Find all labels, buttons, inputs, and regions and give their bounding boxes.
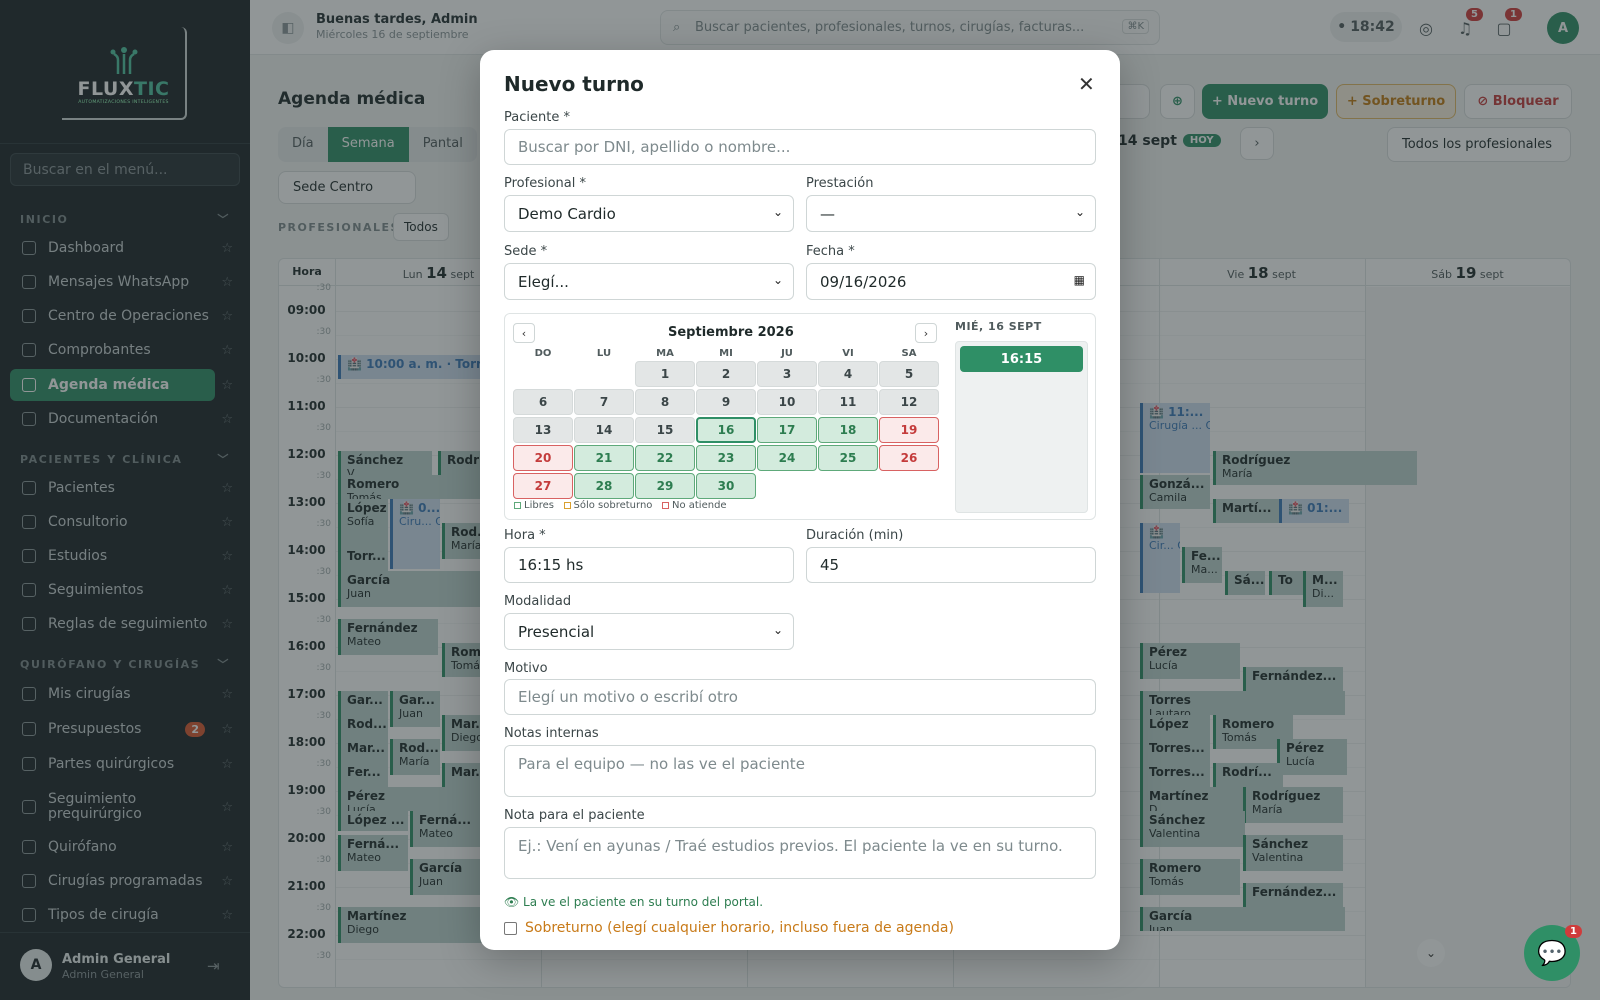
calendar-day[interactable]: 3	[757, 361, 817, 387]
modality-select[interactable]: Presencial ⌄	[504, 613, 794, 650]
checkbox[interactable]	[504, 921, 517, 935]
slot-list: 16:15	[955, 341, 1088, 513]
calendar-day[interactable]: 22	[635, 445, 695, 471]
reason-label: Motivo	[504, 661, 548, 676]
chevron-down-icon: ⌄	[772, 623, 783, 637]
calendar-day[interactable]: 13	[513, 417, 573, 443]
calendar-day[interactable]: 23	[696, 445, 756, 471]
reason-input[interactable]: Elegí un motivo o escribí otro	[504, 679, 1096, 715]
new-appointment-modal: Nuevo turno ✕ Paciente * Buscar por DNI,…	[480, 50, 1120, 950]
legend-swatch	[514, 502, 521, 509]
weekday-label: LU	[596, 348, 612, 359]
calendar-day[interactable]: 10	[757, 389, 817, 415]
overbook-checkbox[interactable]: Sobreturno (elegí cualquier horario, inc…	[504, 920, 954, 936]
patient-note-label: Nota para el paciente	[504, 808, 645, 823]
patient-search-input[interactable]: Buscar por DNI, apellido o nombre...	[504, 129, 1096, 165]
month-title: Septiembre 2026	[668, 325, 794, 340]
prev-month-button[interactable]: ‹	[513, 323, 535, 343]
duration-input[interactable]: 45	[806, 547, 1096, 583]
time-label: Hora *	[504, 528, 546, 543]
weekday-label: MA	[656, 348, 674, 359]
date-label: Fecha *	[806, 244, 855, 259]
patient-label: Paciente *	[504, 110, 570, 125]
portal-note: 👁 La ve el paciente en su turno del port…	[504, 895, 764, 909]
calendar-day[interactable]: 11	[818, 389, 878, 415]
sede-select[interactable]: Elegí... ⌄	[504, 263, 794, 300]
calendar-day[interactable]: 19	[879, 417, 939, 443]
weekday-label: DO	[534, 348, 552, 359]
calendar-day[interactable]: 26	[879, 445, 939, 471]
weekday-label: MI	[719, 348, 733, 359]
slot-panel: MIÉ, 16 SEPT 16:15	[955, 320, 1088, 513]
calendar-day[interactable]: 17	[757, 417, 817, 443]
calendar-day[interactable]: 21	[574, 445, 634, 471]
calendar-day[interactable]: 25	[818, 445, 878, 471]
calendar-day[interactable]: 1	[635, 361, 695, 387]
calendar-day[interactable]: 12	[879, 389, 939, 415]
selected-day-label: MIÉ, 16 SEPT	[955, 320, 1042, 333]
chat-bubble-icon: 💬	[1537, 939, 1567, 967]
calendar-day[interactable]: 24	[757, 445, 817, 471]
chevron-down-icon: ⌄	[1074, 205, 1085, 219]
calendar-icon[interactable]: ▦	[1073, 273, 1085, 287]
service-select[interactable]: — ⌄	[806, 195, 1096, 232]
calendar-day[interactable]: 20	[513, 445, 573, 471]
weekday-label: SA	[901, 348, 917, 359]
legend-swatch	[661, 502, 669, 509]
calendar-day[interactable]: 18	[818, 417, 878, 443]
weekday-label: VI	[842, 348, 854, 359]
chevron-down-icon: ⌄	[772, 205, 783, 219]
calendar-day[interactable]: 14	[574, 417, 634, 443]
duration-label: Duración (min)	[806, 528, 904, 543]
date-input[interactable]: 09/16/2026 ▦	[806, 263, 1096, 300]
professional-select[interactable]: Demo Cardio ⌄	[504, 195, 794, 232]
patient-note-textarea[interactable]: Ej.: Vení en ayunas / Traé estudios prev…	[504, 827, 1096, 879]
calendar-day[interactable]: 27	[513, 473, 573, 499]
calendar-day[interactable]: 15	[635, 417, 695, 443]
chevron-down-icon: ⌄	[772, 273, 783, 287]
internal-notes-textarea[interactable]: Para el equipo — no las ve el paciente	[504, 745, 1096, 797]
calendar-day[interactable]: 5	[879, 361, 939, 387]
modal-title: Nuevo turno	[504, 72, 644, 96]
calendar-day[interactable]: 16	[696, 417, 756, 443]
calendar-day[interactable]: 6	[513, 389, 573, 415]
calendar-day[interactable]: 4	[818, 361, 878, 387]
next-month-button[interactable]: ›	[915, 323, 937, 343]
close-icon[interactable]: ✕	[1078, 72, 1095, 96]
availability-legend: Libres Sólo sobreturno No atiende	[514, 500, 727, 511]
calendar-day[interactable]: 8	[635, 389, 695, 415]
calendar-day[interactable]: 9	[696, 389, 756, 415]
calendar-day[interactable]: 2	[696, 361, 756, 387]
time-input[interactable]: 16:15 hs	[504, 547, 794, 583]
weekday-label: JU	[781, 348, 793, 359]
chat-button[interactable]: 💬 1	[1524, 925, 1582, 981]
legend-swatch	[563, 502, 571, 509]
modality-label: Modalidad	[504, 594, 572, 609]
calendar-day[interactable]: 28	[574, 473, 634, 499]
sede-label: Sede *	[504, 244, 548, 259]
calendar-day[interactable]: 29	[635, 473, 695, 499]
service-label: Prestación	[806, 176, 874, 191]
chat-badge: 1	[1565, 925, 1582, 938]
calendar-day[interactable]: 30	[696, 473, 756, 499]
time-slot[interactable]: 16:15	[960, 346, 1083, 372]
calendar-day[interactable]: 7	[574, 389, 634, 415]
internal-notes-label: Notas internas	[504, 726, 599, 741]
professional-label: Profesional *	[504, 176, 586, 191]
